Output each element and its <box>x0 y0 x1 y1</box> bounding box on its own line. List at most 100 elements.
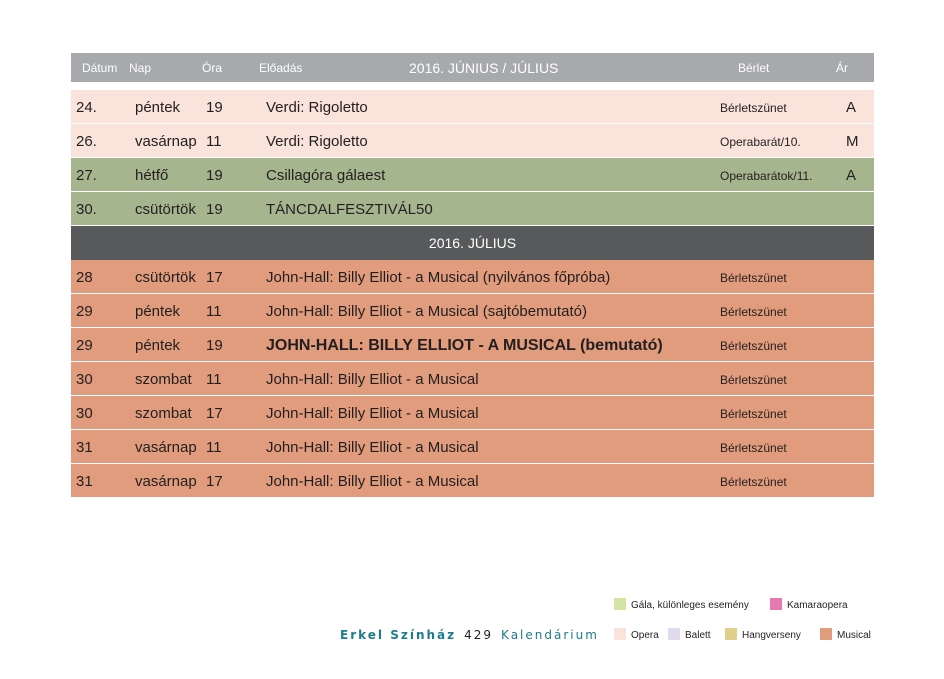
row-date: 29 <box>76 337 93 354</box>
row-subscription: Bérletszünet <box>720 373 787 387</box>
header-price: Ár <box>836 61 848 75</box>
table-row: 31 vasárnap 17 John-Hall: Billy Elliot -… <box>71 464 874 498</box>
legend-swatch <box>725 628 737 640</box>
row-time: 11 <box>206 133 222 150</box>
row-date: 28 <box>76 269 93 286</box>
row-day: szombat <box>135 371 192 388</box>
row-title: John-Hall: Billy Elliot - a Musical (nyi… <box>266 269 611 286</box>
legend-label: Gála, különleges esemény <box>631 600 749 611</box>
row-time: 17 <box>206 269 223 286</box>
legend-balett: Balett <box>668 628 711 641</box>
row-day: péntek <box>135 99 181 116</box>
table-row: 27. hétfő 19 Csillagóra gálaest Operabar… <box>71 158 874 192</box>
row-day: szombat <box>135 405 192 422</box>
header-day: Nap <box>129 61 152 75</box>
table-row: 31 vasárnap 11 John-Hall: Billy Elliot -… <box>71 430 874 464</box>
row-subscription: Bérletszünet <box>720 339 787 353</box>
row-title: John-Hall: Billy Elliot - a Musical <box>266 405 479 422</box>
legend-swatch <box>614 628 626 640</box>
table-row: 30. csütörtök 19 TÁNCDALFESZTIVÁL50 <box>71 192 874 226</box>
row-subscription: Bérletszünet <box>720 441 787 455</box>
row-title: John-Hall: Billy Elliot - a Musical <box>266 371 479 388</box>
row-date: 30 <box>76 371 93 388</box>
row-date: 31 <box>76 473 93 490</box>
row-date: 30 <box>76 405 93 422</box>
row-day: hétfő <box>135 167 169 184</box>
table-header: Dátum Nap Óra Előadás 2016. JÚNIUS / JÚL… <box>71 53 874 82</box>
row-date: 29 <box>76 303 93 320</box>
row-time: 11 <box>206 439 222 456</box>
table-row: 26. vasárnap 11 Verdi: Rigoletto Operaba… <box>71 124 874 158</box>
row-title: Verdi: Rigoletto <box>266 133 368 150</box>
header-title: 2016. JÚNIUS / JÚLIUS <box>409 60 559 76</box>
legend-swatch <box>614 598 626 610</box>
row-subscription: Bérletszünet <box>720 305 787 319</box>
row-day: péntek <box>135 303 181 320</box>
legend-label: Kamaraopera <box>787 600 848 611</box>
footer-section: Kalendárium <box>501 628 599 642</box>
row-price: A <box>846 167 857 184</box>
row-time: 17 <box>206 473 223 490</box>
row-time: 19 <box>206 201 223 218</box>
page-footer: Erkel Színház 429 Kalendárium <box>340 628 599 642</box>
july-rows: 28 csütörtök 17 John-Hall: Billy Elliot … <box>71 260 874 498</box>
footer-brand: Erkel Színház <box>340 628 457 642</box>
schedule-table: Dátum Nap Óra Előadás 2016. JÚNIUS / JÚL… <box>71 53 874 498</box>
row-subscription: Bérletszünet <box>720 271 787 285</box>
row-title: JOHN-HALL: BILLY ELLIOT - A MUSICAL (bem… <box>266 337 663 354</box>
header-subscription: Bérlet <box>738 61 770 75</box>
header-gap <box>71 82 874 90</box>
row-date: 27. <box>76 167 97 184</box>
row-title: TÁNCDALFESZTIVÁL50 <box>266 201 433 218</box>
header-time: Óra <box>202 61 223 75</box>
legend-kamaraopera: Kamaraopera <box>770 598 848 611</box>
row-date: 30. <box>76 201 97 218</box>
row-date: 31 <box>76 439 93 456</box>
row-day: vasárnap <box>135 439 197 456</box>
row-date: 26. <box>76 133 97 150</box>
row-day: péntek <box>135 337 181 354</box>
row-subscription: Bérletszünet <box>720 407 787 421</box>
legend-hangverseny: Hangverseny <box>725 628 801 641</box>
row-time: 17 <box>206 405 223 422</box>
row-title: John-Hall: Billy Elliot - a Musical (saj… <box>266 303 587 320</box>
july-section-header: 2016. JÚLIUS <box>71 226 874 260</box>
june-rows: 24. péntek 19 Verdi: Rigoletto Bérletszü… <box>71 90 874 226</box>
row-price: A <box>846 99 857 116</box>
table-row: 30 szombat 11 John-Hall: Billy Elliot - … <box>71 362 874 396</box>
row-title: Csillagóra gálaest <box>266 167 386 184</box>
table-row: 30 szombat 17 John-Hall: Billy Elliot - … <box>71 396 874 430</box>
legend-label: Balett <box>685 630 711 641</box>
row-day: csütörtök <box>135 201 196 218</box>
table-row: 24. péntek 19 Verdi: Rigoletto Bérletszü… <box>71 90 874 124</box>
row-time: 19 <box>206 167 223 184</box>
legend-opera: Opera <box>614 628 659 641</box>
row-title: John-Hall: Billy Elliot - a Musical <box>266 439 479 456</box>
legend-swatch <box>668 628 680 640</box>
row-time: 19 <box>206 337 223 354</box>
header-date: Dátum <box>82 61 118 75</box>
legend-label: Hangverseny <box>742 630 801 641</box>
row-day: vasárnap <box>135 133 197 150</box>
row-time: 11 <box>206 371 222 388</box>
legend-label: Musical <box>837 630 871 641</box>
legend-swatch <box>770 598 782 610</box>
legend-swatch <box>820 628 832 640</box>
table-row: 28 csütörtök 17 John-Hall: Billy Elliot … <box>71 260 874 294</box>
table-row-premiere: 29 péntek 19 JOHN-HALL: BILLY ELLIOT - A… <box>71 328 874 362</box>
legend-label: Opera <box>631 630 659 641</box>
row-price: M <box>846 133 859 150</box>
table-row: 29 péntek 11 John-Hall: Billy Elliot - a… <box>71 294 874 328</box>
legend-gala: Gála, különleges esemény <box>614 598 749 611</box>
legend-musical: Musical <box>820 628 871 641</box>
row-subscription: Bérletszünet <box>720 475 787 489</box>
row-title: John-Hall: Billy Elliot - a Musical <box>266 473 479 490</box>
row-day: csütörtök <box>135 269 196 286</box>
row-subscription: Operabarát/10. <box>720 135 801 149</box>
row-time: 19 <box>206 99 223 116</box>
row-time: 11 <box>206 303 222 320</box>
row-day: vasárnap <box>135 473 197 490</box>
row-title: Verdi: Rigoletto <box>266 99 368 116</box>
header-performance: Előadás <box>259 61 303 75</box>
row-subscription: Operabarátok/11. <box>720 169 813 183</box>
